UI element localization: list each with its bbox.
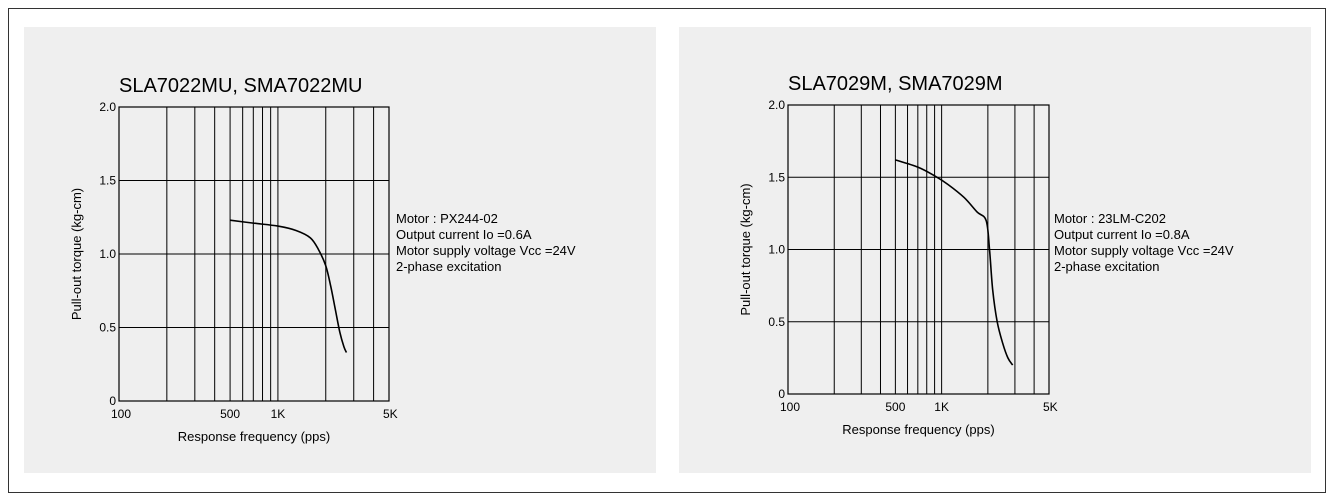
chart-panel-2: SLA7029M, SMA7029M 0 0.5 1.0 1.5 2.0 100 500 1K 5… [679,27,1311,473]
chart-title: SLA7029M, SMA7029M [788,73,1003,95]
y-tick-label: 0 [778,387,785,401]
annotation-line: Output current Io =0.6A [396,227,532,242]
annotation-line: Motor : 23LM-C202 [1054,211,1166,226]
y-tick-label: 0 [109,394,116,408]
chart-1: SLA7022MU, SMA7022MU 0 0.5 1.0 1.5 2.0 100 500 1… [69,75,576,444]
chart-title: SLA7022MU, SMA7022MU [119,75,362,97]
y-tick-label: 0.5 [768,315,785,329]
series-line [895,159,1014,366]
y-tick-label: 2.0 [768,98,785,112]
y-tick-label: 2.0 [99,100,116,114]
y-tick-label: 1.0 [99,247,116,261]
y-tick-label: 1.5 [99,174,116,188]
chart-panel-1: SLA7022MU, SMA7022MU 0 0.5 1.0 1.5 2.0 100 500 1… [24,27,656,473]
annotation-line: Motor supply voltage Vcc =24V [396,243,576,258]
x-axis-label: Response frequency (pps) [842,422,994,437]
y-tick-label: 1.0 [768,243,785,257]
x-tick-label: 500 [885,400,905,414]
y-axis-label: Pull-out torque (kg-cm) [738,183,753,315]
plot-frame [118,106,390,402]
x-tick-label: 1K [934,400,949,414]
x-tick-label: 1K [271,407,286,421]
annotation-line: 2-phase excitation [396,259,502,274]
plot-frame [787,104,1050,395]
y-axis-label: Pull-out torque (kg-cm) [69,188,84,320]
x-tick-label: 100 [780,400,800,414]
x-tick-label: 5K [383,407,398,421]
annotation-line: Output current Io =0.8A [1054,227,1190,242]
series-line [229,219,348,353]
chart-2: SLA7029M, SMA7029M 0 0.5 1.0 1.5 2.0 100 500 1K 5… [738,73,1234,437]
y-tick-label: 1.5 [768,170,785,184]
annotation-line: 2-phase excitation [1054,259,1160,274]
x-tick-label: 500 [220,407,240,421]
annotation-line: Motor supply voltage Vcc =24V [1054,243,1234,258]
annotation-line: Motor : PX244-02 [396,211,498,226]
y-tick-label: 0.5 [99,321,116,335]
x-tick-label: 100 [111,407,131,421]
x-axis-label: Response frequency (pps) [178,429,330,444]
x-tick-label: 5K [1043,400,1058,414]
